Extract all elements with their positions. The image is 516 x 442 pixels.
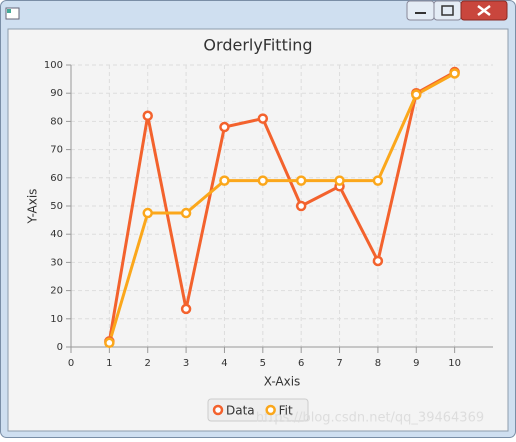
maximize-button[interactable] [433, 0, 462, 21]
data-point [219, 175, 230, 186]
content-pane [7, 28, 509, 432]
y-tick-label: 40 [50, 229, 63, 240]
x-tick-label: 8 [375, 358, 381, 369]
x-tick-label: 5 [260, 358, 266, 369]
y-tick-label: 100 [44, 60, 63, 71]
y-tick-label: 90 [50, 88, 63, 99]
data-point [257, 113, 269, 124]
y-tick-label: 50 [50, 201, 63, 212]
minimize-button[interactable] [406, 0, 435, 21]
data-point [295, 200, 307, 212]
series-line [107, 72, 456, 344]
data-point [411, 89, 422, 100]
x-tick-label: 3 [183, 358, 189, 369]
y-tick-label: 20 [50, 286, 63, 297]
window-icon-mark [7, 9, 11, 13]
x-tick-label: 10 [448, 358, 461, 369]
data-point [449, 68, 460, 79]
x-tick-label: 9 [413, 358, 419, 369]
chart: OrderlyFitting X-Axis Y-Axis https://blo… [26, 36, 485, 426]
chart-title: OrderlyFitting [203, 36, 312, 55]
y-tick-label: 0 [57, 342, 63, 353]
legend-label: Fit [279, 404, 293, 418]
x-axis-label: X-Axis [264, 375, 301, 389]
data-point [104, 337, 115, 349]
data-point [257, 175, 269, 186]
legend-symbol [265, 404, 276, 416]
watermark: https://blog.csdn.net/qq_39464369 [256, 411, 484, 426]
y-tick-label: 10 [50, 314, 63, 325]
legend-label: Data [226, 404, 255, 418]
data-point [180, 207, 192, 219]
x-tick-label: 6 [298, 358, 304, 369]
x-tick-label: 4 [221, 358, 227, 369]
data-point [219, 121, 230, 133]
y-tick-label: 70 [50, 145, 63, 156]
y-tick-label: 80 [50, 116, 63, 127]
data-point [180, 303, 192, 315]
x-tick-label: 0 [68, 358, 74, 369]
data-point [295, 175, 307, 186]
maximize-icon [441, 5, 454, 16]
y-tick-label: 60 [50, 173, 63, 184]
window-icon [5, 7, 20, 20]
x-tick-label: 2 [145, 358, 151, 369]
legend [207, 398, 309, 422]
y-tick-label: 30 [50, 257, 63, 268]
data-point [334, 175, 345, 186]
data-point [372, 175, 384, 186]
data-point [372, 255, 384, 267]
close-icon [477, 5, 491, 16]
x-tick-label: 7 [336, 358, 342, 369]
data-point [142, 207, 153, 219]
y-axis-label: Y-Axis [26, 189, 40, 225]
legend-symbol [212, 404, 224, 416]
x-tick-label: 1 [106, 358, 112, 369]
data-point [142, 110, 153, 122]
